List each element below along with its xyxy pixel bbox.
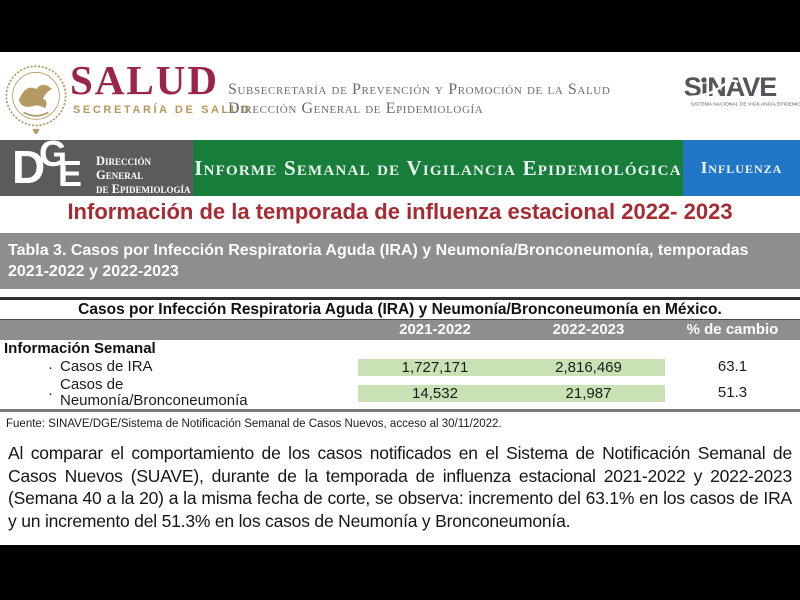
- subsecretaria-line1: Subsecretaría de Prevención y Promoción …: [228, 81, 611, 98]
- report-banner: D G E Dirección General de Epidemiología…: [0, 136, 800, 196]
- row-label-line1: Casos de IRA: [60, 358, 153, 375]
- sinave-caption: SISTEMA NACIONAL DE VIGILANCIA EPIDEMIOL…: [690, 101, 800, 107]
- cell-ira-pct: 63.1: [717, 358, 748, 375]
- table-caption-banner: Tabla 3. Casos por Infección Respiratori…: [0, 233, 800, 289]
- dge-letter-e: E: [58, 153, 83, 194]
- subsecretaria-line2: Dirección General de Epidemiología: [228, 100, 484, 117]
- col-header-pct-cambio: % de cambio: [686, 321, 779, 338]
- cell-neumonia-pct: 51.3: [717, 384, 748, 401]
- sinave-logo-text: SINAVE: [666, 74, 794, 101]
- table-bottom-border: [0, 409, 800, 412]
- letterbox-top: [0, 0, 800, 52]
- row-label-line1: Casos de: [60, 376, 124, 393]
- bullet-icon: ·: [48, 384, 53, 402]
- slide-content: SALUD SECRETARÍA DE SALUD Subsecretaría …: [0, 52, 800, 545]
- report-title-banner: Informe Semanal de Vigilancia Epidemioló…: [193, 140, 683, 196]
- cell-ira-2021-2022: 1,727,171: [401, 358, 469, 376]
- dge-logo-block: D G E Dirección General de Epidemiología: [0, 136, 193, 196]
- col-header-2022-2023: 2022-2023: [552, 321, 625, 338]
- col-header-2021-2022: 2021-2022: [399, 321, 471, 338]
- dge-logo-icon: D G E: [12, 136, 90, 194]
- salud-logo-text: SALUD: [70, 57, 219, 103]
- source-note: Fuente: SINAVE/DGE/Sistema de Notificaci…: [6, 418, 502, 430]
- page-title: Información de la temporada de influenza…: [67, 199, 733, 224]
- letterbox-bottom: [0, 545, 800, 600]
- row-label-casos-ira: · Casos de IRA: [0, 359, 358, 376]
- cell-neumonia-2022-2023: 21,987: [565, 384, 612, 402]
- bullet-icon: ·: [48, 358, 53, 376]
- analysis-paragraph: Al comparar el comportamiento de los cas…: [8, 443, 792, 531]
- table-row: · Casos de Neumonía/Bronconeumonía 14,53…: [0, 377, 800, 409]
- dge-label-line2: de Epidemiología: [96, 182, 191, 196]
- table-section-label: Información Semanal: [4, 340, 156, 357]
- table-row: · Casos de IRA 1,727,171 2,816,469 63.1: [0, 357, 800, 377]
- salud-logo-subtitle: SECRETARÍA DE SALUD: [73, 104, 252, 116]
- subsecretaria-heading: Subsecretaría de Prevención y Promoción …: [228, 80, 610, 118]
- sinave-swoosh-icon: [675, 76, 739, 99]
- cell-neumonia-2021-2022: 14,532: [412, 384, 458, 402]
- table-header-spacer: [0, 320, 358, 340]
- influenza-tag: Influenza: [683, 140, 800, 196]
- data-table: Casos por Infección Respiratoria Aguda (…: [0, 297, 800, 412]
- row-label-neumonia: · Casos de Neumonía/Bronconeumonía: [0, 377, 358, 409]
- dge-letter-g: G: [39, 133, 68, 174]
- cell-ira-2022-2023: 2,816,469: [555, 358, 622, 376]
- row-label-line2: Neumonía/Bronconeumonía: [60, 392, 248, 409]
- coat-of-arms-icon: [5, 60, 67, 145]
- table-header-row: 2021-2022 2022-2023 % de cambio: [0, 319, 800, 340]
- sinave-logo: SINAVE SISTEMA NACIONAL DE VIGILANCIA EP…: [666, 74, 800, 110]
- table-title: Casos por Infección Respiratoria Aguda (…: [78, 301, 722, 318]
- dge-label: Dirección General de Epidemiología: [96, 154, 193, 196]
- dge-letter-d: D: [12, 141, 46, 193]
- dge-label-line1: Dirección General: [96, 154, 152, 182]
